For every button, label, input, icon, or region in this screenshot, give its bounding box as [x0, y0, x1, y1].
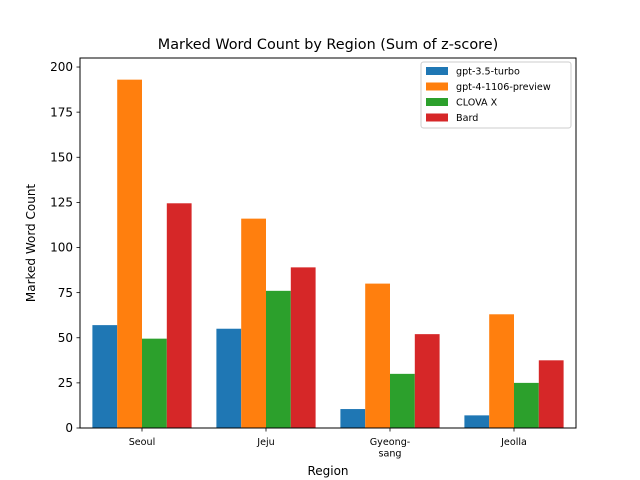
bar-0-3	[464, 415, 490, 428]
bar-2-3	[514, 382, 539, 428]
legend-frame	[420, 61, 572, 129]
legend-label-1: gpt-4-1106-preview	[456, 82, 551, 93]
bar-1-2	[365, 283, 390, 428]
x-tick-label-3: Jeolla	[500, 437, 527, 448]
bar-2-1	[266, 290, 291, 428]
y-tick-label-6: 150	[50, 150, 73, 164]
chart-title: Marked Word Count by Region (Sum of z-sc…	[158, 37, 498, 53]
y-tick-label-8: 200	[50, 60, 73, 74]
y-tick-label-4: 100	[50, 241, 73, 255]
bar-3-2	[414, 334, 440, 428]
y-tick-label-3: 75	[58, 286, 73, 300]
bar-1-0	[117, 79, 142, 428]
bar-0-2	[340, 409, 366, 428]
legend-swatch-2	[426, 98, 448, 106]
y-tick-label-1: 25	[58, 376, 73, 390]
x-tick-label-line: Jeolla	[500, 437, 527, 448]
legend-label-2: CLOVA X	[456, 98, 498, 109]
bar-0-1	[216, 328, 242, 428]
x-tick-label-line: Gyeong-	[370, 437, 411, 448]
x-tick-label-2: Gyeong-sang	[370, 437, 411, 460]
bar-1-1	[241, 218, 266, 428]
x-tick-label-0: Seoul	[129, 437, 156, 448]
legend-label-3: Bard	[456, 113, 478, 124]
bar-3-1	[290, 267, 316, 428]
x-tick-label-line: Seoul	[129, 437, 156, 448]
x-tick-label-1: Jeju	[256, 437, 274, 448]
bars-group	[92, 79, 564, 428]
x-axis-label: Region	[307, 464, 348, 478]
legend-swatch-3	[426, 113, 448, 122]
bar-2-0	[142, 338, 167, 428]
y-axis: 0 25 50 75 100 125 150 175 200	[50, 60, 80, 435]
bar-3-0	[166, 203, 192, 428]
legend-label-0: gpt-3.5-turbo	[456, 67, 520, 78]
x-tick-label-line: Jeju	[256, 437, 274, 448]
bar-1-3	[489, 314, 514, 428]
x-tick-label-line: sang	[378, 449, 401, 460]
plot-frame	[79, 57, 577, 429]
bar-0-0	[92, 325, 118, 428]
legend-swatch-1	[426, 82, 448, 91]
y-axis-label: Marked Word Count	[24, 184, 38, 303]
x-axis: Seoul Jeju Gyeong-sang Jeolla	[129, 428, 527, 460]
y-tick-label-5: 125	[50, 196, 73, 210]
y-tick-label-2: 50	[58, 331, 73, 345]
y-tick-label-0: 0	[65, 421, 73, 435]
legend-swatch-0	[426, 67, 448, 75]
bar-3-3	[538, 360, 564, 428]
y-tick-label-7: 175	[50, 105, 73, 119]
legend: gpt-3.5-turbo gpt-4-1106-preview CLOVA X Ba…	[420, 61, 572, 129]
bar-2-2	[390, 373, 415, 428]
